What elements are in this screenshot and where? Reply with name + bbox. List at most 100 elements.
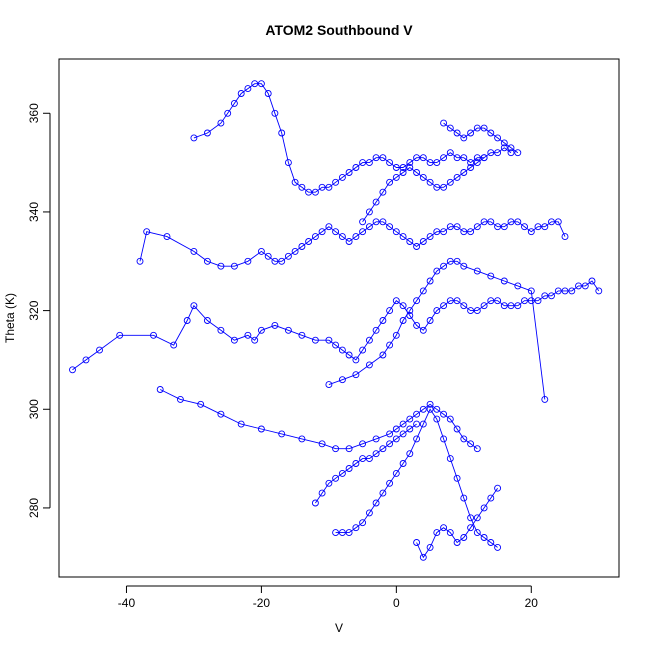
data-point [298, 183, 306, 191]
data-point [480, 218, 488, 226]
data-point [467, 307, 475, 315]
data-point [453, 539, 461, 546]
y-tick-label: 340 [27, 202, 41, 222]
data-point [291, 247, 299, 255]
data-point [419, 154, 427, 162]
data-point [352, 371, 360, 379]
data-point [386, 440, 394, 448]
data-point [467, 228, 475, 236]
data-point [453, 297, 461, 305]
data-point [406, 159, 414, 167]
data-point [379, 154, 387, 162]
data-point [426, 277, 434, 285]
data-point [487, 218, 495, 226]
data-point [467, 524, 475, 532]
data-point [251, 80, 259, 88]
data-point [203, 257, 211, 265]
data-point [359, 159, 367, 167]
data-point [271, 321, 279, 329]
series-line [362, 157, 485, 223]
series-8 [413, 484, 502, 561]
data-point [561, 233, 569, 241]
data-point [359, 519, 367, 527]
data-point [446, 178, 454, 186]
data-point [473, 529, 481, 537]
data-point [352, 233, 360, 241]
x-axis-label: V [335, 621, 343, 635]
data-point [541, 292, 549, 300]
series-line [139, 221, 566, 267]
data-point [372, 499, 380, 507]
data-point [365, 159, 373, 167]
data-point [203, 317, 211, 324]
x-axis: -40 -20 0 20 [118, 585, 539, 610]
data-point [365, 336, 373, 344]
data-point [325, 336, 333, 344]
data-point [419, 238, 427, 245]
data-point [453, 257, 461, 265]
data-point [527, 287, 535, 295]
series-line [335, 408, 498, 548]
data-point [534, 223, 542, 231]
data-point [527, 297, 535, 305]
data-point [244, 331, 252, 339]
data-point [467, 514, 475, 522]
data-point [487, 297, 495, 305]
data-point [291, 178, 299, 186]
x-tick-label: 20 [525, 596, 539, 610]
data-point [345, 351, 353, 359]
data-point [332, 529, 340, 537]
data-point [433, 405, 441, 413]
data-point [365, 361, 373, 369]
series-line [416, 487, 498, 559]
data-point [271, 109, 279, 117]
data-point [419, 405, 427, 413]
chart-title: ATOM2 Southbound V [265, 22, 413, 38]
data-point [352, 356, 360, 364]
data-point [507, 149, 515, 157]
data-point [386, 307, 394, 315]
data-point [325, 183, 333, 191]
data-point [494, 223, 502, 231]
data-point [392, 228, 400, 236]
data-point [446, 149, 454, 157]
data-point [217, 410, 225, 418]
data-point [345, 238, 353, 245]
data-point [150, 331, 157, 339]
data-point [514, 149, 522, 157]
data-point [217, 262, 225, 270]
data-point [406, 164, 414, 171]
data-point [399, 460, 407, 467]
data-point [298, 243, 306, 250]
series-line [160, 389, 478, 450]
data-point [413, 169, 421, 176]
data-point [514, 282, 522, 290]
data-point [325, 223, 333, 231]
data-point [392, 173, 400, 181]
data-point [588, 277, 596, 285]
data-point [379, 445, 387, 453]
data-point [372, 198, 380, 206]
data-point [278, 129, 286, 137]
data-point [446, 415, 454, 423]
data-point [278, 257, 286, 265]
data-point [345, 465, 353, 472]
data-point [467, 159, 475, 167]
data-point [372, 435, 380, 443]
y-tick-label: 280 [27, 498, 41, 518]
data-point [264, 90, 272, 97]
data-point [554, 218, 562, 226]
data-point [554, 287, 562, 295]
data-point [413, 297, 421, 305]
data-point [487, 494, 495, 502]
data-point [379, 489, 387, 497]
data-point [399, 164, 407, 171]
data-point [392, 331, 400, 339]
data-point [413, 435, 421, 443]
data-point [433, 228, 441, 236]
data-point [480, 504, 488, 512]
data-point [230, 262, 238, 270]
data-point [298, 435, 306, 443]
data-point [284, 252, 292, 260]
data-point [534, 297, 542, 305]
